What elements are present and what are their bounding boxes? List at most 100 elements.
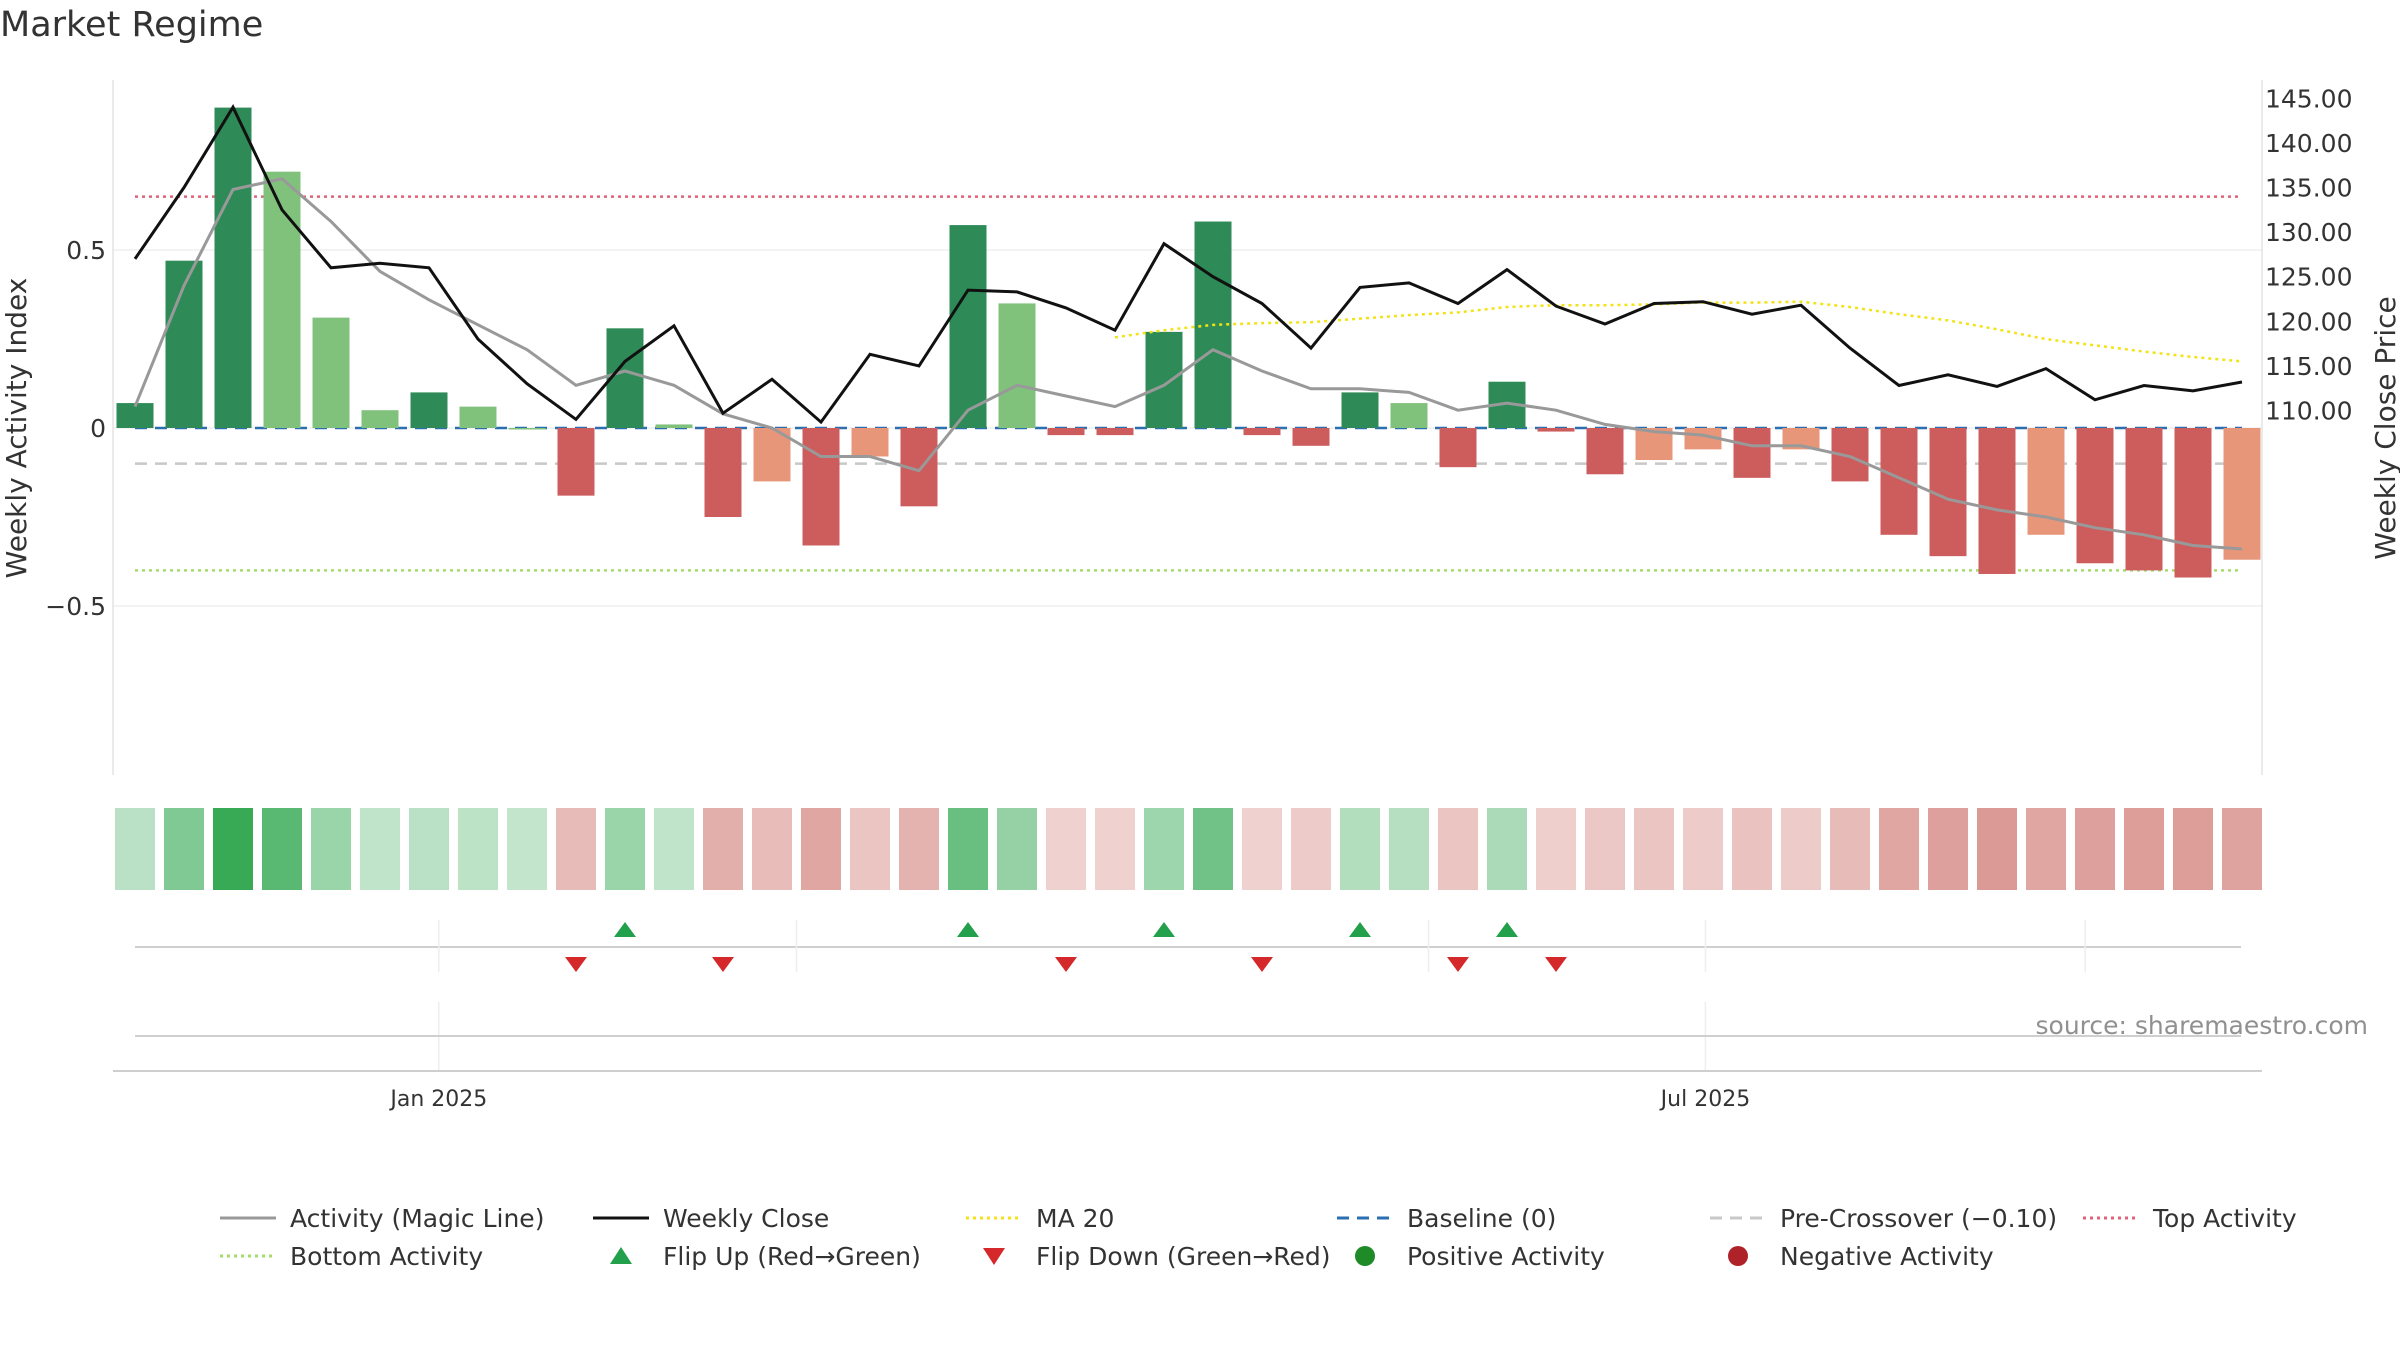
heat-cell — [1438, 808, 1478, 890]
left-axis-ticks: 0.5 0 −0.5 — [45, 236, 106, 621]
activity-bar — [312, 317, 350, 428]
x-tick-label: Jan 2025 — [388, 1087, 487, 1112]
legend-item: Top Activity — [2083, 1204, 2297, 1233]
flip-down-marker — [1545, 957, 1567, 972]
right-tick-label: 125.00 — [2265, 263, 2352, 292]
activity-bar — [1586, 428, 1624, 475]
heat-cell — [262, 808, 302, 890]
legend-label: Flip Down (Green→Red) — [1036, 1242, 1331, 1271]
legend-swatch — [1355, 1246, 1375, 1266]
activity-bar — [2125, 428, 2163, 571]
activity-bar — [1243, 428, 1281, 436]
legend-item: Negative Activity — [1728, 1242, 1994, 1271]
legend-item: Weekly Close — [593, 1204, 829, 1233]
legend-label: Pre-Crossover (−0.10) — [1780, 1204, 2057, 1233]
legend-label: Top Activity — [2152, 1204, 2297, 1233]
heat-cell — [1879, 808, 1919, 890]
heat-cell — [605, 808, 645, 890]
activity-bar — [1733, 428, 1771, 478]
activity-bar — [1537, 428, 1575, 432]
legend-label: MA 20 — [1036, 1204, 1114, 1233]
right-axis-ticks: 145.00 140.00 135.00 130.00 125.00 120.00 115.… — [2265, 84, 2352, 425]
legend-label: Positive Activity — [1407, 1242, 1605, 1271]
heat-cell — [1389, 808, 1429, 890]
heat-cell — [507, 808, 547, 890]
legend-item: Bottom Activity — [220, 1242, 483, 1271]
heat-cell — [556, 808, 596, 890]
heat-cell — [1046, 808, 1086, 890]
activity-bar — [1047, 428, 1085, 436]
left-tick-label: −0.5 — [45, 592, 106, 621]
left-tick-label: 0.5 — [66, 236, 106, 265]
legend-item: Baseline (0) — [1337, 1204, 1556, 1233]
heat-cell — [654, 808, 694, 890]
flip-down-marker — [1055, 957, 1077, 972]
legend-item: Flip Up (Red→Green) — [610, 1242, 921, 1271]
activity-bar — [2174, 428, 2212, 578]
right-tick-label: 140.00 — [2265, 129, 2352, 158]
bottom-panel: source: sharemaestro.com — [113, 1011, 2368, 1072]
activity-bar — [1782, 428, 1820, 450]
heat-cell — [1487, 808, 1527, 890]
heat-cell — [2075, 808, 2115, 890]
heat-cell — [213, 808, 253, 890]
activity-bars — [116, 107, 2261, 578]
x-tick-label: Jul 2025 — [1659, 1087, 1751, 1112]
flip-signal-panel — [135, 920, 2241, 1071]
right-tick-label: 130.00 — [2265, 218, 2352, 247]
left-tick-label: 0 — [90, 414, 106, 443]
legend-item: Activity (Magic Line) — [220, 1204, 544, 1233]
heat-cell — [1732, 808, 1772, 890]
heat-cell — [1242, 808, 1282, 890]
activity-bar — [1341, 392, 1379, 428]
heat-cell — [2026, 808, 2066, 890]
heat-cell — [948, 808, 988, 890]
activity-bar — [851, 428, 889, 457]
heat-cell — [2222, 808, 2262, 890]
heat-cell — [899, 808, 939, 890]
heat-cell — [360, 808, 400, 890]
legend-label: Weekly Close — [663, 1204, 829, 1233]
right-axis-label: Weekly Close Price — [2369, 296, 2400, 559]
flip-down-marker — [1251, 957, 1273, 972]
magic-line — [133, 177, 2243, 551]
heat-cell — [1928, 808, 1968, 890]
right-tick-label: 110.00 — [2265, 397, 2352, 426]
activity-bar — [2223, 428, 2261, 560]
activity-bar — [361, 410, 399, 428]
activity-bar — [1096, 428, 1134, 436]
right-tick-label: 115.00 — [2265, 352, 2352, 381]
legend-label: Baseline (0) — [1407, 1204, 1556, 1233]
activity-bar — [1978, 428, 2016, 574]
heat-cell — [1977, 808, 2017, 890]
activity-bar — [704, 428, 742, 517]
right-tick-label: 145.00 — [2265, 84, 2352, 113]
heat-cell — [1683, 808, 1723, 890]
heat-cell — [1144, 808, 1184, 890]
heat-cell — [458, 808, 498, 890]
heat-cell — [1585, 808, 1625, 890]
heat-cell — [1193, 808, 1233, 890]
activity-bar — [802, 428, 840, 546]
legend-item: Positive Activity — [1355, 1242, 1605, 1271]
legend-item: Flip Down (Green→Red) — [983, 1242, 1331, 1271]
heat-cell — [703, 808, 743, 890]
heat-cell — [409, 808, 449, 890]
heat-cell — [1291, 808, 1331, 890]
activity-bar — [2076, 428, 2114, 564]
flip-down-marker — [1447, 957, 1469, 972]
flip-up-marker — [614, 922, 636, 937]
heat-cell — [801, 808, 841, 890]
activity-bar — [1390, 403, 1428, 428]
heat-cell — [1536, 808, 1576, 890]
activity-bar — [116, 403, 154, 428]
legend-item: Pre-Crossover (−0.10) — [1710, 1204, 2057, 1233]
activity-bar — [1439, 428, 1477, 468]
activity-bar — [214, 107, 252, 428]
heat-cell — [2124, 808, 2164, 890]
reference-lines — [135, 195, 2242, 572]
legend-label: Negative Activity — [1780, 1242, 1994, 1271]
heat-cell — [752, 808, 792, 890]
flip-up-marker — [1153, 922, 1175, 937]
